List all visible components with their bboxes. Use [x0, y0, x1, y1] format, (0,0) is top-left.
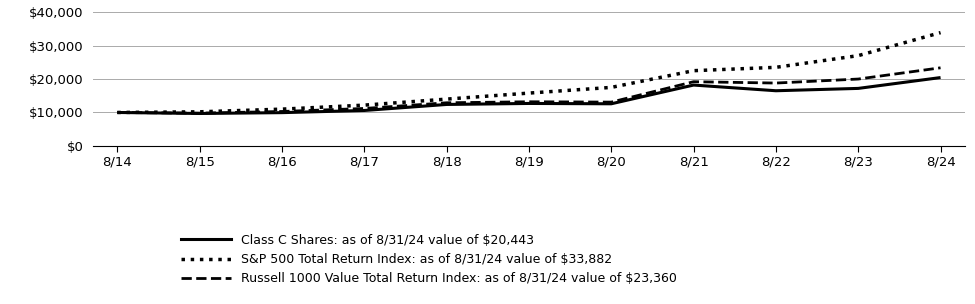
Legend: Class C Shares: as of 8/31/24 value of $20,443, S&P 500 Total Return Index: as o: Class C Shares: as of 8/31/24 value of $…	[176, 229, 682, 290]
